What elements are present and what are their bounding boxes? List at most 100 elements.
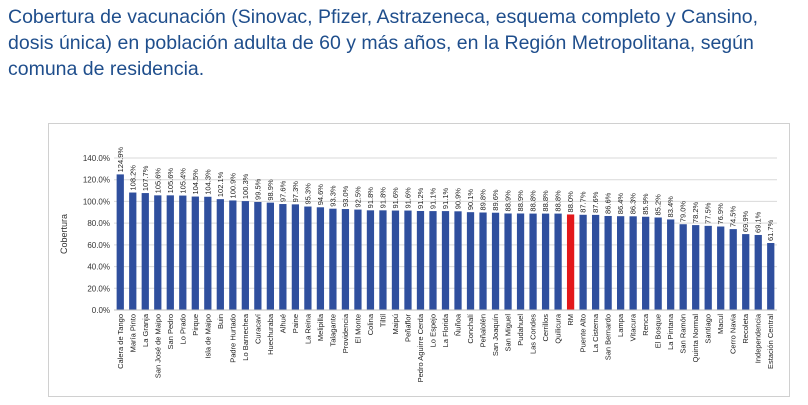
x-tick-label: Talagante	[328, 314, 337, 347]
x-tick-label: Quilicura	[554, 313, 563, 343]
bar	[479, 212, 487, 310]
bar	[767, 243, 775, 310]
value-label: 104.3%	[203, 169, 212, 195]
bar	[341, 209, 350, 310]
x-tick-label: Santiago	[704, 314, 713, 344]
bar	[604, 215, 612, 310]
x-tick-label: Lampa	[616, 313, 625, 337]
x-tick-label: Curacaví	[253, 313, 262, 344]
x-tick-label: San José de Maipo	[153, 314, 162, 378]
y-tick-label: 20.0%	[87, 284, 110, 293]
bar	[566, 214, 575, 310]
x-tick-label: Padre Hurtado	[228, 314, 237, 363]
bar	[266, 202, 274, 310]
bar	[129, 192, 137, 310]
value-label: 90.9%	[454, 188, 463, 210]
x-tick-label: San Joaquín	[491, 314, 500, 356]
x-tick-label: La Cisterna	[591, 313, 600, 352]
value-label: 89.8%	[479, 189, 488, 211]
value-label: 91.8%	[378, 187, 387, 209]
bar	[491, 212, 500, 310]
value-label: 86.6%	[604, 192, 613, 214]
value-label: 86.3%	[629, 193, 638, 215]
bar	[404, 210, 412, 310]
x-tick-label: Colina	[366, 313, 375, 335]
value-label: 88.8%	[529, 190, 538, 212]
value-label: 79.0%	[679, 201, 688, 223]
bar	[154, 195, 162, 310]
bar	[204, 196, 212, 310]
bar	[179, 195, 187, 310]
x-tick-label: La Florida	[441, 313, 450, 347]
value-label: 97.6%	[278, 180, 287, 202]
value-label: 93.3%	[328, 185, 337, 207]
x-tick-label: Recoleta	[741, 313, 750, 343]
bar	[329, 208, 337, 310]
bar	[466, 212, 475, 310]
bar	[692, 225, 700, 310]
bar	[704, 225, 712, 310]
value-label: 90.1%	[466, 189, 475, 211]
value-label: 87.6%	[591, 191, 600, 213]
bar	[166, 195, 174, 310]
page-title: Cobertura de vacunación (Sinovac, Pfizer…	[8, 6, 759, 80]
x-tick-label: El Monte	[353, 314, 362, 344]
bar	[116, 174, 124, 310]
value-label: 91.6%	[391, 187, 400, 209]
value-label: 104.5%	[191, 169, 200, 195]
x-tick-label: Vitacura	[629, 313, 638, 341]
x-tick-label: Lo Barnechea	[241, 313, 250, 361]
x-tick-label: Cerrillos	[541, 314, 550, 342]
x-tick-label: Independencia	[754, 313, 763, 363]
x-tick-label: Calera de Tango	[116, 314, 125, 369]
y-axis-label: Cobertura	[59, 214, 69, 254]
x-tick-label: Tiltil	[378, 314, 387, 327]
bar	[654, 217, 662, 310]
value-label: 69.9%	[741, 211, 750, 233]
y-tick-label: 60.0%	[87, 241, 110, 250]
value-labels: 124.9%108.2% 107.7% 105.6% 105.6% 105.4% 104.…	[116, 147, 775, 241]
value-label: 108.2%	[128, 165, 137, 191]
bar	[516, 213, 525, 310]
bar	[241, 201, 249, 310]
y-tick-label: 120.0%	[83, 176, 110, 185]
bar	[642, 216, 650, 310]
y-tick-label: 100.0%	[83, 197, 110, 206]
bar	[291, 204, 300, 310]
x-tick-label: Renca	[641, 313, 650, 336]
bar	[429, 211, 437, 310]
y-tick-label: 140.0%	[83, 154, 110, 163]
value-label: 87.7%	[579, 191, 588, 213]
bar	[729, 229, 737, 310]
bar	[529, 213, 537, 310]
value-label: 102.1%	[216, 171, 225, 197]
x-tick-label: La Granja	[141, 313, 150, 347]
bar	[366, 210, 375, 310]
x-tick-label: Peñaflor	[403, 314, 412, 342]
value-label: 91.2%	[416, 187, 425, 209]
bar	[316, 207, 325, 310]
value-label: 98.9%	[266, 179, 275, 201]
value-label: 100.9%	[228, 173, 237, 199]
bar	[391, 210, 400, 310]
value-label: 100.3%	[241, 173, 250, 199]
value-label: 91.1%	[441, 187, 450, 209]
x-tick-label: Alhué	[278, 314, 287, 333]
x-tick-label: Lo Prado	[178, 314, 187, 344]
value-label: 88.9%	[516, 190, 525, 212]
bar	[717, 226, 725, 310]
y-tick-label: 0.0%	[92, 306, 110, 315]
bar	[441, 211, 450, 310]
value-label: 88.8%	[541, 190, 550, 212]
value-label: 61.7%	[766, 219, 775, 241]
x-tick-label: El Bosque	[654, 314, 663, 348]
value-label: 88.8%	[554, 190, 563, 212]
value-label: 92.5%	[353, 186, 362, 208]
value-label: 91.6%	[403, 187, 412, 209]
x-tick-label: Cerro Navia	[729, 313, 738, 354]
x-tick-label: RM	[566, 314, 575, 326]
bar	[591, 214, 600, 310]
bar	[742, 234, 750, 310]
y-tick-label: 80.0%	[87, 219, 110, 228]
bar	[141, 193, 149, 310]
